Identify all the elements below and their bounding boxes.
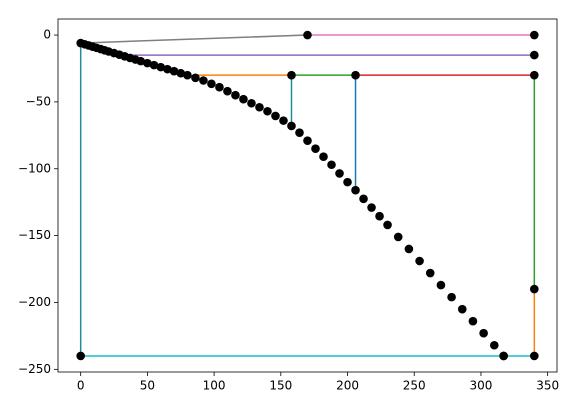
- y-tick-label: 0: [43, 28, 51, 42]
- x-tick-label: 200: [336, 379, 359, 393]
- marker: [287, 121, 296, 131]
- marker: [530, 284, 539, 294]
- axes-frame: [57, 18, 558, 373]
- marker: [156, 62, 166, 72]
- marker: [149, 60, 159, 70]
- marker: [367, 203, 376, 212]
- marker: [415, 256, 424, 266]
- marker: [199, 76, 208, 85]
- marker: [530, 50, 539, 60]
- marker: [295, 128, 304, 137]
- marker: [335, 169, 344, 178]
- marker: [530, 30, 539, 40]
- marker: [239, 94, 248, 104]
- marker: [311, 144, 320, 154]
- marker: [143, 58, 152, 68]
- marker: [303, 136, 312, 145]
- marker: [359, 194, 368, 204]
- y-tick-label: −200: [18, 295, 51, 309]
- marker: [263, 106, 272, 116]
- marker: [447, 292, 456, 302]
- marker: [351, 70, 360, 80]
- marker: [163, 64, 172, 74]
- x-tick-label: 100: [203, 379, 226, 393]
- line: [80, 34, 308, 44]
- marker: [319, 152, 328, 162]
- marker: [530, 351, 539, 361]
- marker: [393, 232, 403, 242]
- marker: [383, 220, 392, 230]
- marker: [223, 86, 232, 96]
- x-tick-label: 350: [536, 379, 559, 393]
- marker: [343, 177, 352, 187]
- marker: [436, 280, 446, 290]
- marker: [351, 185, 360, 195]
- marker: [425, 268, 435, 278]
- marker: [479, 328, 488, 338]
- marker: [404, 244, 414, 254]
- y-tick-label: −100: [18, 161, 51, 175]
- marker: [136, 56, 146, 66]
- x-tick-label: 250: [403, 379, 426, 393]
- x-tick-label: 300: [469, 379, 492, 393]
- marker: [247, 98, 256, 108]
- marker: [183, 70, 192, 80]
- marker: [499, 351, 508, 361]
- marker: [327, 160, 336, 170]
- marker: [255, 102, 264, 112]
- marker: [271, 111, 280, 121]
- y-tick-label: −50: [26, 94, 51, 108]
- y-tick-label: −150: [18, 228, 51, 242]
- x-tick-label: 50: [140, 379, 155, 393]
- marker: [287, 70, 296, 80]
- marker: [207, 79, 216, 89]
- marker: [169, 66, 179, 76]
- marker: [231, 90, 240, 100]
- marker: [279, 116, 288, 125]
- marker: [457, 304, 467, 314]
- marker: [176, 68, 186, 78]
- marker: [76, 351, 85, 361]
- marker: [530, 70, 539, 80]
- marker: [191, 73, 200, 83]
- x-tick-label: 150: [269, 379, 292, 393]
- marker: [489, 340, 499, 350]
- marker: [468, 316, 478, 326]
- marker: [375, 211, 384, 221]
- x-tick-label: 0: [77, 379, 85, 393]
- marker: [303, 30, 312, 40]
- y-tick-label: −250: [18, 362, 51, 376]
- marker: [215, 82, 224, 92]
